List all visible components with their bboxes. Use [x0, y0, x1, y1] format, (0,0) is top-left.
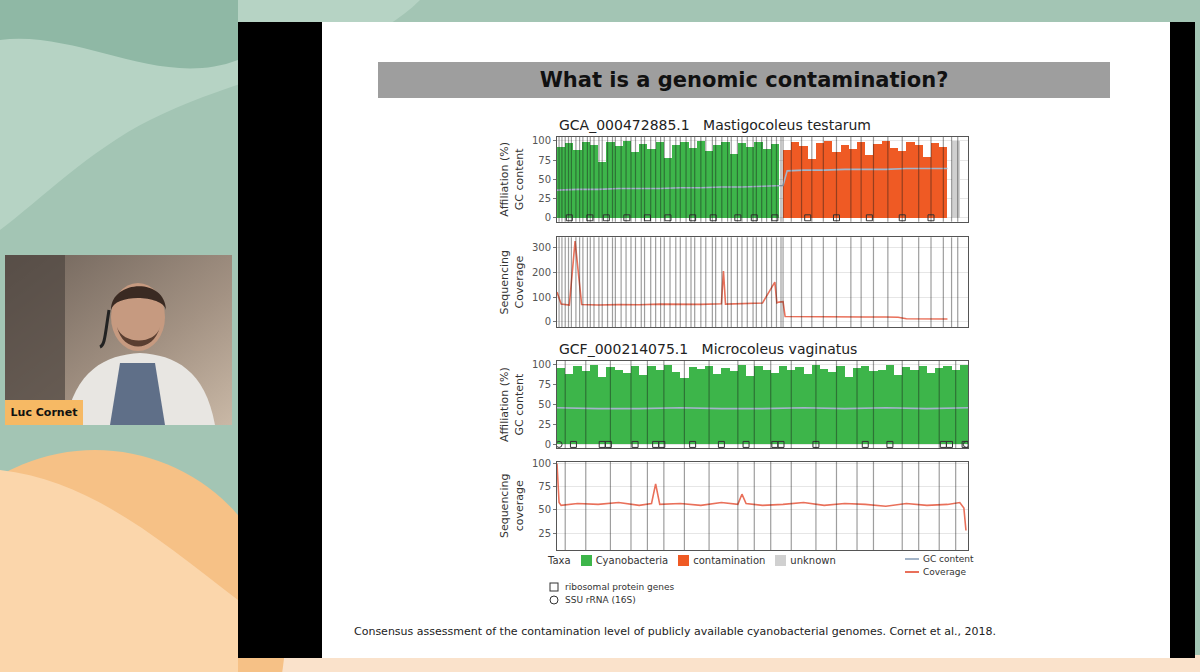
svg-text:75: 75: [538, 481, 551, 492]
svg-text:100: 100: [532, 359, 551, 370]
html-text:Taxa: Taxa: [548, 555, 571, 566]
svg-text:Affiliation (%)GC content: Affiliation (%)GC content: [498, 142, 525, 217]
html-text:contamination: contamination: [693, 555, 766, 566]
svg-text:25: 25: [538, 193, 551, 204]
svg-text:SequencingCoverage: SequencingCoverage: [498, 250, 525, 315]
html-text:Coverage: Coverage: [923, 566, 967, 577]
svg-text:100: 100: [532, 292, 551, 303]
svg-text:Affiliation (%)GC content: Affiliation (%)GC content: [498, 367, 525, 442]
svg-text:25: 25: [538, 419, 551, 430]
svg-text:75: 75: [538, 379, 551, 390]
html-text:What is a genomic contaminatio: What is a genomic contamination?: [539, 68, 949, 92]
html-text:Consensus assessment of the co: Consensus assessment of the contaminatio…: [354, 625, 997, 638]
html-text:unknown: unknown: [790, 555, 836, 566]
svg-text:100: 100: [532, 135, 551, 146]
svg-text:200: 200: [532, 267, 551, 278]
svg-text:300: 300: [532, 242, 551, 253]
svg-text:0: 0: [545, 212, 551, 223]
html-text:GC content: GC content: [923, 553, 974, 564]
svg-text:100: 100: [532, 458, 551, 469]
svg-text:75: 75: [538, 155, 551, 166]
svg-text:GCF_000214075.1 Microcoleus: GCF_000214075.1 Microcoleus vaginatus: [559, 341, 857, 357]
svg-text:50: 50: [538, 399, 551, 410]
html-text:Cyanobacteria: Cyanobacteria: [595, 555, 669, 566]
svg-text:Sequencingcoverage: Sequencingcoverage: [498, 474, 525, 539]
svg-text:0: 0: [545, 316, 551, 327]
svg-text:0: 0: [545, 439, 551, 450]
svg-text:50: 50: [538, 504, 551, 515]
svg-text:50: 50: [538, 174, 551, 185]
html-text:Luc Cornet: Luc Cornet: [10, 406, 78, 419]
svg-text:25: 25: [538, 528, 551, 539]
html-text:ribosomal protein genes: ribosomal protein genes: [565, 581, 675, 592]
svg-text:GCA_000472885.1 Mastigocoleu: GCA_000472885.1 Mastigocoleus testarum: [559, 117, 871, 133]
html-text:SSU rRNA (16S): SSU rRNA (16S): [565, 594, 636, 605]
